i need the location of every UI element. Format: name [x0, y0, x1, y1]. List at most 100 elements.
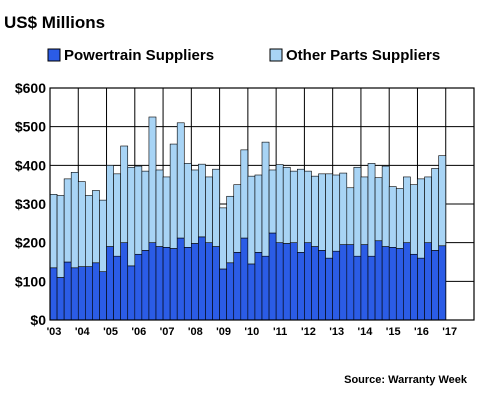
x-tick-label: '11 — [273, 326, 287, 338]
bar-powertrain — [367, 255, 376, 321]
bar-other — [162, 176, 171, 248]
legend-swatch-powertrain — [47, 48, 61, 62]
bar-powertrain — [360, 244, 369, 321]
bar-other — [212, 168, 220, 247]
bar-powertrain — [289, 242, 298, 321]
bar-powertrain — [304, 242, 312, 321]
x-tick-label: '07 — [160, 326, 175, 338]
x-tick-label: '06 — [131, 326, 146, 338]
bar-powertrain — [85, 266, 93, 321]
bar-other — [141, 170, 150, 251]
bar-powertrain — [176, 237, 185, 321]
bar-powertrain — [381, 246, 390, 321]
bar-other — [275, 164, 284, 243]
bar-powertrain — [410, 253, 418, 321]
bar-other — [63, 178, 72, 263]
bar-powertrain — [438, 245, 447, 321]
bar-other — [424, 176, 432, 243]
legend: Powertrain Suppliers Other Parts Supplie… — [47, 47, 440, 64]
bar-other — [403, 176, 411, 243]
x-tick-label: '09 — [216, 326, 231, 338]
bar-other — [226, 195, 235, 264]
bar-powertrain — [183, 247, 192, 321]
bar-other — [106, 165, 114, 247]
bar-powertrain — [424, 242, 432, 321]
x-tick-label: '16 — [414, 326, 429, 338]
bar-other — [92, 190, 100, 264]
bar-other — [127, 166, 136, 267]
bar-other — [56, 195, 65, 278]
x-tick-label: '15 — [386, 326, 401, 338]
bar-other — [431, 168, 439, 251]
chart-title: US$ Millions — [4, 13, 105, 32]
bar-other — [325, 173, 333, 259]
bar-powertrain — [148, 242, 157, 321]
bar-powertrain — [212, 246, 220, 321]
bar-powertrain — [374, 240, 383, 321]
bar-powertrain — [226, 262, 235, 321]
bar-powertrain — [353, 255, 362, 321]
bar-powertrain — [70, 267, 79, 321]
bar-powertrain — [63, 261, 72, 321]
x-tick-label: '03 — [47, 326, 62, 338]
bar-powertrain — [339, 244, 348, 321]
bar-powertrain — [346, 244, 355, 321]
y-tick-label: $500 — [15, 119, 46, 135]
bar-powertrain — [311, 246, 319, 321]
bar-powertrain — [268, 232, 277, 321]
bar-powertrain — [205, 242, 213, 321]
y-tick-label: $300 — [15, 196, 46, 212]
bar-other — [191, 169, 199, 244]
legend-label-other: Other Parts Suppliers — [286, 47, 440, 64]
bar-powertrain — [395, 248, 404, 321]
bar-other — [120, 145, 129, 243]
legend-swatch-other — [269, 48, 283, 62]
bar-powertrain — [275, 242, 284, 321]
bar-other — [318, 173, 326, 251]
x-tick-label: '05 — [103, 326, 118, 338]
bar-other — [77, 181, 86, 267]
bar-other — [388, 186, 397, 248]
y-tick-label: $0 — [30, 312, 46, 328]
y-tick-label: $400 — [15, 157, 46, 173]
bar-powertrain — [113, 255, 121, 321]
bar-powertrain — [92, 262, 100, 321]
bar-powertrain — [403, 242, 411, 321]
bar-powertrain — [134, 253, 143, 321]
bar-other — [134, 165, 143, 255]
bar-other — [304, 170, 312, 243]
bar-other — [395, 188, 404, 249]
bar-other — [70, 171, 79, 269]
x-tick-label: '13 — [329, 326, 344, 338]
x-tick-label: '10 — [244, 326, 259, 338]
bar-other — [367, 163, 376, 257]
bar-powertrain — [198, 236, 206, 321]
bar-powertrain — [106, 246, 114, 321]
bar-powertrain — [162, 247, 171, 321]
bar-other — [240, 149, 249, 239]
bar-powertrain — [332, 250, 341, 321]
bar-other — [49, 194, 58, 269]
bar-other — [233, 184, 242, 253]
y-tick-label: $600 — [15, 80, 46, 96]
bar-powertrain — [49, 267, 58, 321]
bar-powertrain — [120, 242, 129, 321]
bar-other — [247, 175, 256, 265]
bar-powertrain — [254, 252, 263, 321]
x-tick-label: '04 — [75, 326, 91, 338]
x-tick-label: '12 — [301, 326, 316, 338]
x-tick-label: '14 — [358, 326, 374, 338]
bar-other — [282, 166, 291, 244]
bar-powertrain — [141, 250, 150, 321]
bar-powertrain — [169, 248, 178, 321]
bar-powertrain — [233, 252, 242, 321]
bar-other — [360, 176, 369, 245]
bar-other — [113, 173, 121, 257]
bar-powertrain — [282, 243, 291, 321]
x-tick-label: '17 — [442, 326, 457, 338]
bar-powertrain — [431, 250, 439, 321]
y-tick-label: $100 — [15, 273, 46, 289]
bar-powertrain — [77, 266, 86, 321]
bar-powertrain — [127, 265, 136, 321]
